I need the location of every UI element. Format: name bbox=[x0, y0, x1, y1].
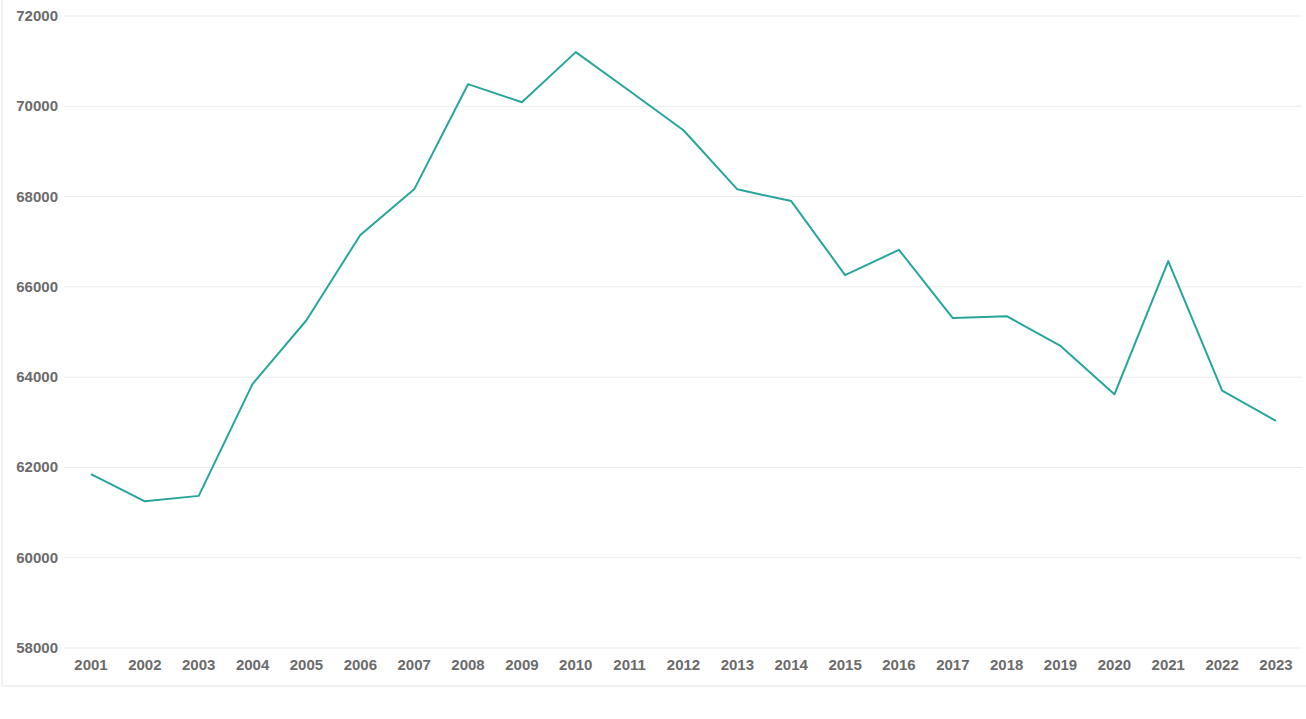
y-tick-label: 66000 bbox=[16, 278, 58, 295]
x-tick-label: 2001 bbox=[74, 656, 107, 673]
y-tick-label: 70000 bbox=[16, 97, 58, 114]
grid-line bbox=[64, 648, 1302, 649]
x-tick-label: 2006 bbox=[344, 656, 377, 673]
plot-area bbox=[91, 52, 1276, 501]
x-tick-label: 2019 bbox=[1044, 656, 1077, 673]
x-tick-label: 2012 bbox=[667, 656, 700, 673]
x-tick-label: 2011 bbox=[613, 656, 646, 673]
x-tick-label: 2005 bbox=[290, 656, 323, 673]
x-tick-label: 2010 bbox=[559, 656, 592, 673]
x-tick-label: 2013 bbox=[721, 656, 754, 673]
x-tick-label: 2022 bbox=[1205, 656, 1238, 673]
x-tick-label: 2002 bbox=[128, 656, 161, 673]
x-tick-label: 2009 bbox=[505, 656, 538, 673]
x-tick-label: 2003 bbox=[182, 656, 215, 673]
grid-line bbox=[64, 196, 1302, 197]
chart-svg: 58000 60000 62000 64000 66000 68000 70000 72000… bbox=[0, 0, 1306, 719]
x-tick-label: 2023 bbox=[1259, 656, 1292, 673]
grid-line bbox=[64, 106, 1302, 107]
x-tick-label: 2004 bbox=[236, 656, 270, 673]
grid-line bbox=[64, 467, 1302, 468]
frame-left bbox=[2, 0, 3, 686]
x-tick-label: 2015 bbox=[828, 656, 861, 673]
y-tick-label: 58000 bbox=[16, 639, 58, 656]
grid-line bbox=[64, 16, 1302, 17]
x-tick-label: 2014 bbox=[775, 656, 809, 673]
x-tick-label: 2016 bbox=[882, 656, 915, 673]
y-tick-label: 60000 bbox=[16, 549, 58, 566]
x-tick-label: 2017 bbox=[936, 656, 969, 673]
x-tick-label: 2008 bbox=[451, 656, 484, 673]
grid-line bbox=[64, 286, 1302, 287]
frame-bottom bbox=[2, 686, 1306, 687]
y-tick-label: 64000 bbox=[16, 368, 58, 385]
y-tick-label: 68000 bbox=[16, 188, 58, 205]
grid-line bbox=[64, 377, 1302, 378]
x-tick-label: 2018 bbox=[990, 656, 1023, 673]
grid-line bbox=[64, 557, 1302, 558]
x-tick-label: 2020 bbox=[1098, 656, 1131, 673]
data-line bbox=[91, 52, 1276, 501]
x-tick-label: 2021 bbox=[1152, 656, 1185, 673]
y-tick-label: 72000 bbox=[16, 7, 58, 24]
y-tick-label: 62000 bbox=[16, 458, 58, 475]
x-tick-label: 2007 bbox=[397, 656, 430, 673]
chart-container: 58000 60000 62000 64000 66000 68000 70000 72000… bbox=[0, 0, 1306, 719]
